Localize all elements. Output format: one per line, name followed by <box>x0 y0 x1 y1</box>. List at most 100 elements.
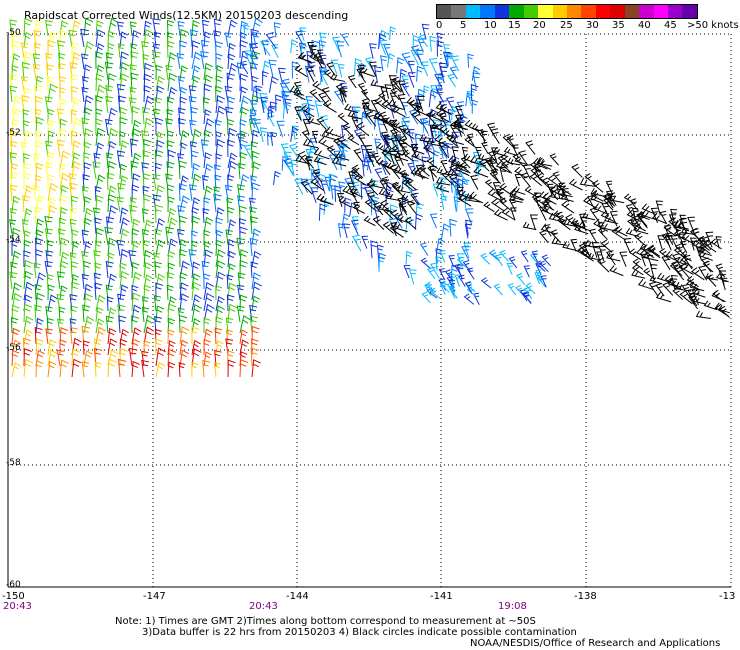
wind-barb <box>491 198 505 212</box>
wind-barb <box>368 61 377 77</box>
wind-barb <box>201 175 209 191</box>
wind-barb <box>44 216 53 235</box>
wind-barb <box>529 214 538 231</box>
wind-barb <box>399 68 407 84</box>
wind-barb <box>317 136 334 150</box>
wind-barb <box>440 159 448 173</box>
wind-barb <box>533 196 544 210</box>
wind-barb <box>438 112 447 127</box>
wind-barb <box>583 196 596 208</box>
wind-barb <box>306 66 315 82</box>
wind-barb <box>662 281 674 296</box>
wind-barb <box>166 19 175 37</box>
lon-label: -147 <box>143 591 166 602</box>
wind-barb <box>330 184 338 200</box>
wind-barb <box>166 271 175 290</box>
wind-barb <box>225 338 234 356</box>
wind-barb <box>202 208 210 224</box>
wind-barb <box>128 250 137 268</box>
wind-barb <box>10 162 19 180</box>
wind-barb <box>250 175 258 191</box>
wind-barb <box>381 149 392 163</box>
wind-barb <box>260 96 268 114</box>
wind-barb <box>142 150 151 169</box>
wind-barb <box>590 190 604 202</box>
wind-barb <box>104 226 113 246</box>
wind-barb <box>83 217 92 235</box>
wind-barb <box>128 347 138 367</box>
wind-barb <box>562 241 578 252</box>
wind-barb <box>632 224 649 235</box>
wind-barb <box>468 191 484 204</box>
wind-barb <box>328 153 338 171</box>
wind-barb <box>34 326 43 345</box>
wind-barb <box>57 40 66 59</box>
wind-barb <box>350 167 363 180</box>
wind-barb <box>83 293 93 312</box>
wind-barb <box>376 244 384 260</box>
wind-barb <box>419 117 429 134</box>
wind-barb <box>300 178 309 193</box>
wind-barb <box>239 106 250 125</box>
wind-barb <box>131 304 142 323</box>
wind-barb <box>383 135 392 150</box>
wind-barb <box>203 152 213 169</box>
wind-barb <box>83 17 94 37</box>
wind-barb <box>119 163 128 180</box>
wind-barb <box>59 327 69 345</box>
wind-barb <box>387 52 396 68</box>
wind-barb <box>117 293 126 312</box>
legend-color-bar <box>436 4 698 19</box>
legend-swatch <box>639 5 654 18</box>
wind-barb <box>606 252 621 262</box>
wind-barb <box>659 210 668 225</box>
wind-barb <box>46 64 54 81</box>
wind-barb <box>71 229 79 246</box>
wind-barb <box>302 138 319 149</box>
wind-barb <box>141 40 150 59</box>
wind-barb <box>544 197 554 211</box>
wind-barb <box>383 43 391 59</box>
wind-barb <box>56 108 65 125</box>
wind-barb <box>255 85 263 101</box>
wind-barb <box>35 272 46 290</box>
wind-barb <box>167 262 175 279</box>
wind-barb <box>350 219 359 235</box>
wind-barb <box>93 250 102 268</box>
wind-barb <box>326 61 336 76</box>
wind-barb <box>419 242 429 256</box>
wind-barb <box>155 117 164 136</box>
wind-barb <box>227 139 236 158</box>
wind-barb <box>239 259 248 279</box>
wind-barb <box>213 30 222 48</box>
wind-barb <box>634 232 647 247</box>
wind-barb <box>83 350 93 367</box>
wind-barb <box>397 138 409 154</box>
wind-barb <box>227 174 235 191</box>
wind-barb <box>154 149 164 169</box>
wind-barb <box>21 219 29 235</box>
wind-barb <box>337 192 345 207</box>
wind-barb <box>249 114 256 129</box>
wind-barb <box>69 218 77 235</box>
wind-barb <box>44 260 53 279</box>
wind-barb <box>166 96 175 114</box>
wind-barb <box>141 306 150 323</box>
wind-barb <box>251 228 261 246</box>
wind-barb <box>451 264 459 282</box>
wind-barb <box>647 244 660 257</box>
wind-barb <box>105 284 113 301</box>
wind-barb <box>178 314 188 334</box>
wind-barb <box>95 142 105 158</box>
wind-barb <box>131 284 139 301</box>
wind-barb <box>83 260 92 279</box>
wind-barb <box>366 180 379 196</box>
wind-barb <box>68 173 77 191</box>
wind-barb <box>119 328 129 345</box>
wind-barb <box>421 291 431 304</box>
wind-barb <box>710 238 722 250</box>
wind-barb <box>179 175 189 191</box>
wind-barb <box>460 156 471 169</box>
wind-barb <box>155 75 165 92</box>
wind-barb <box>68 29 77 48</box>
